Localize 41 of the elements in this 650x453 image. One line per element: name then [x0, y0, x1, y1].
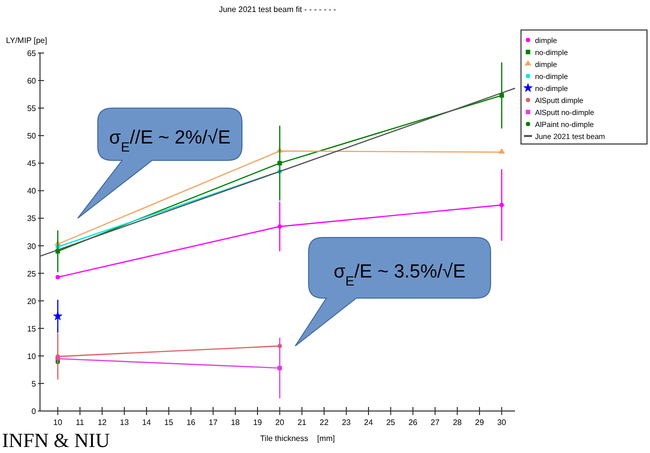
chart-title: June 2021 test beam fit - - - - - - -: [218, 5, 337, 14]
x-tick-label: 24: [364, 418, 374, 427]
x-axis-title: Tile thickness [mm]: [260, 434, 335, 443]
y-tick-label: 50: [27, 132, 37, 141]
x-tick-label: 14: [142, 418, 152, 427]
y-tick-label: 40: [27, 186, 37, 196]
x-tick-label: 25: [386, 418, 396, 427]
x-tick-label: 19: [253, 418, 263, 427]
x-tick-label: 11: [76, 418, 85, 427]
x-tick-label: 30: [497, 418, 507, 427]
x-tick-label: 23: [342, 418, 352, 427]
y-tick-label: 25: [27, 269, 37, 278]
x-tick-label: 15: [164, 418, 174, 427]
x-tick-label: 12: [98, 418, 108, 427]
x-tick-label: 18: [230, 418, 240, 427]
x-tick-label: 16: [186, 418, 196, 427]
x-tick-label: 29: [475, 418, 484, 427]
y-tick-label: 65: [27, 49, 37, 58]
y-axis-title: LY/MIP [pe]: [6, 36, 48, 45]
x-tick-label: 22: [320, 418, 330, 427]
x-tick-label: 20: [275, 418, 285, 427]
y-tick-label: 55: [27, 104, 37, 114]
annotation: σ$_{E}$//E ~ 2%/√E: [109, 127, 231, 154]
y-tick-label: 10: [27, 352, 37, 361]
x-tick-label: 17: [208, 418, 218, 427]
x-tick-label: 13: [120, 418, 130, 427]
y-tick-label: 0: [32, 407, 37, 416]
x-tick-label: 28: [452, 418, 462, 427]
x-tick-label: 26: [408, 418, 418, 427]
y-tick-label: 15: [27, 324, 37, 334]
annotation: σ$_{E}$/E ~ 3.5%/√E: [334, 262, 466, 288]
x-tick-label: 21: [297, 418, 307, 427]
y-tick-label: 35: [27, 214, 37, 224]
x-tick-label: 10: [53, 418, 63, 427]
text: INFN & NIU: [2, 430, 110, 452]
y-tick-label: 30: [27, 242, 37, 251]
y-tick-label: 5: [32, 379, 37, 388]
y-tick-label: 20: [27, 296, 37, 306]
y-tick-label: 60: [27, 76, 37, 86]
y-tick-label: 45: [27, 159, 37, 168]
x-tick-label: 27: [430, 418, 440, 427]
